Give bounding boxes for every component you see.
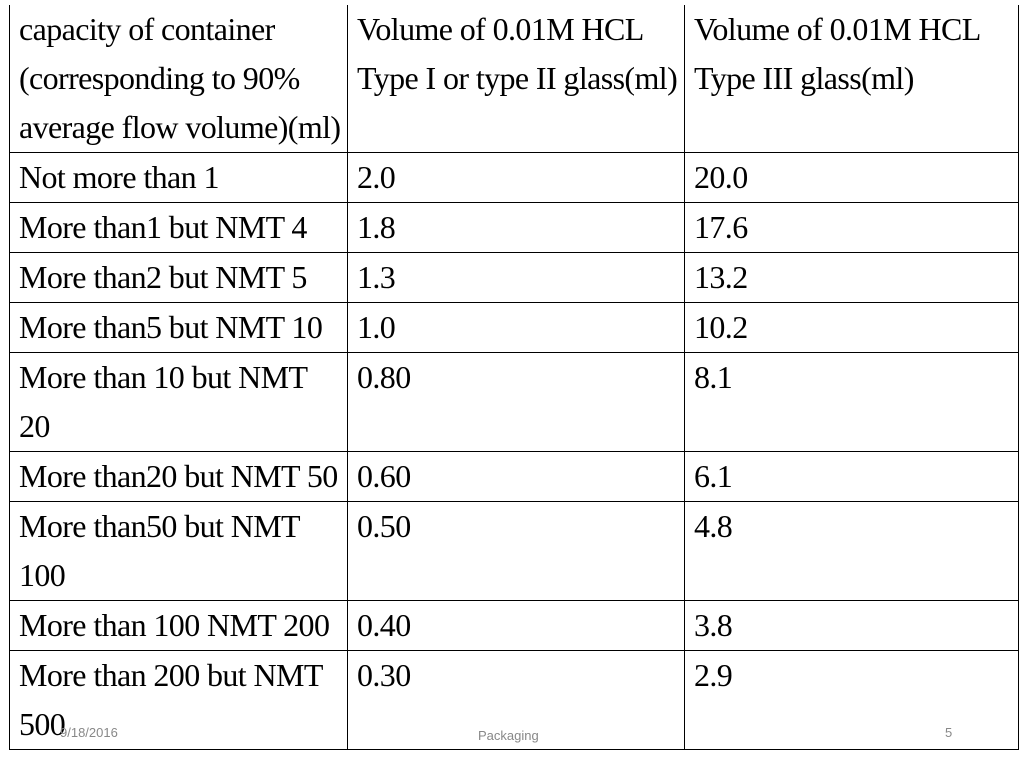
footer-date: 9/18/2016 xyxy=(60,725,118,740)
table-cell: 13.2 xyxy=(684,252,1019,303)
table-cell: More than20 but NMT 50 xyxy=(9,451,348,502)
table-cell: 4.8 xyxy=(684,501,1019,601)
header-cell: capacity of container (corresponding to … xyxy=(9,5,348,153)
header-row: capacity of container (corresponding to … xyxy=(9,5,1019,153)
table-cell: 8.1 xyxy=(684,352,1019,452)
table-cell: More than50 but NMT 100 xyxy=(9,501,348,601)
table-row: Not more than 1 2.0 20.0 xyxy=(9,152,1019,203)
table-cell: 0.80 xyxy=(347,352,685,452)
table-row: More than 200 but NMT 500 0.30 2.9 xyxy=(9,650,1019,750)
table-row: More than 10 but NMT 20 0.80 8.1 xyxy=(9,352,1019,452)
table-cell: More than5 but NMT 10 xyxy=(9,302,348,353)
table-cell: 17.6 xyxy=(684,202,1019,253)
table-cell: Not more than 1 xyxy=(9,152,348,203)
table-cell: More than2 but NMT 5 xyxy=(9,252,348,303)
table-cell: 3.8 xyxy=(684,600,1019,651)
data-table: capacity of container (corresponding to … xyxy=(9,5,1019,750)
table-row: More than2 but NMT 5 1.3 13.2 xyxy=(9,252,1019,303)
table-row: More than1 but NMT 4 1.8 17.6 xyxy=(9,202,1019,253)
table-row: More than5 but NMT 10 1.0 10.2 xyxy=(9,302,1019,353)
footer-title: Packaging xyxy=(478,728,539,743)
table-cell: More than 100 NMT 200 xyxy=(9,600,348,651)
table-row: More than20 but NMT 50 0.60 6.1 xyxy=(9,451,1019,502)
table-row: More than50 but NMT 100 0.50 4.8 xyxy=(9,501,1019,601)
table-cell: More than 200 but NMT 500 xyxy=(9,650,348,750)
table-cell: More than1 but NMT 4 xyxy=(9,202,348,253)
table-cell: 1.0 xyxy=(347,302,685,353)
table-cell: 0.30 xyxy=(347,650,685,750)
table-cell: 2.0 xyxy=(347,152,685,203)
table-cell: 1.8 xyxy=(347,202,685,253)
table-cell: 0.40 xyxy=(347,600,685,651)
table-cell: 10.2 xyxy=(684,302,1019,353)
page-number: 5 xyxy=(945,725,953,740)
header-cell: Volume of 0.01M HCL Type III glass(ml) xyxy=(684,5,1019,153)
table-cell: 0.60 xyxy=(347,451,685,502)
table-cell: 20.0 xyxy=(684,152,1019,203)
table-cell: 0.50 xyxy=(347,501,685,601)
table-cell: More than 10 but NMT 20 xyxy=(9,352,348,452)
header-cell: Volume of 0.01M HCL Type I or type II gl… xyxy=(347,5,685,153)
table-cell: 6.1 xyxy=(684,451,1019,502)
table-cell: 1.3 xyxy=(347,252,685,303)
table-cell: 2.9 xyxy=(684,650,1019,750)
table-row: More than 100 NMT 200 0.40 3.8 xyxy=(9,600,1019,651)
